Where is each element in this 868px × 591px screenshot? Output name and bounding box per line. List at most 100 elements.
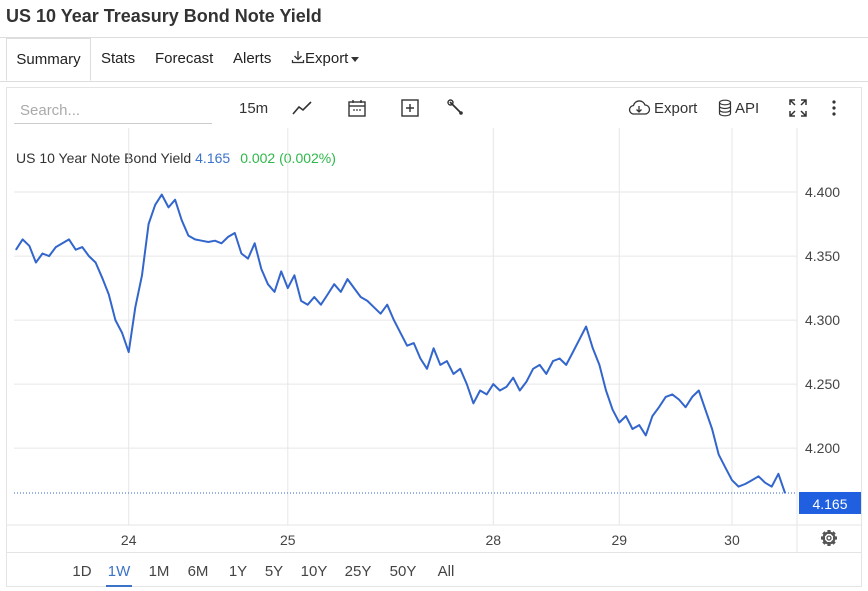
- range-1w[interactable]: 1W: [106, 559, 132, 587]
- data-point: [360, 296, 362, 298]
- data-point: [161, 193, 163, 196]
- data-point: [764, 482, 766, 484]
- data-point: [373, 306, 375, 308]
- data-point: [22, 238, 24, 241]
- data-point: [718, 453, 720, 456]
- data-point: [194, 238, 196, 241]
- data-point: [658, 406, 660, 408]
- data-point: [48, 255, 50, 257]
- data-point: [771, 485, 773, 488]
- page-title: US 10 Year Treasury Bond Note Yield: [6, 6, 322, 26]
- data-point: [744, 483, 746, 485]
- tab-summary-label: Summary: [16, 51, 81, 68]
- fullscreen-button[interactable]: [788, 96, 808, 120]
- data-point: [512, 377, 514, 379]
- data-point: [466, 383, 468, 385]
- data-point: [618, 421, 620, 424]
- data-point: [207, 241, 209, 243]
- data-point: [731, 479, 733, 481]
- tab-alerts[interactable]: Alerts: [233, 38, 271, 81]
- add-indicator-button[interactable]: [400, 96, 420, 120]
- legend-series-name: US 10 Year Note Bond Yield: [16, 150, 192, 166]
- range-10y[interactable]: 10Y: [300, 563, 328, 580]
- tab-forecast-label: Forecast: [155, 50, 214, 67]
- data-point: [254, 242, 256, 244]
- data-point: [525, 380, 528, 383]
- range-25y[interactable]: 25Y: [344, 563, 372, 580]
- tab-summary[interactable]: Summary: [6, 38, 91, 81]
- x-tick-label: 28: [486, 532, 502, 548]
- range-1y[interactable]: 1Y: [228, 563, 248, 580]
- search-input[interactable]: [14, 98, 212, 124]
- data-point: [784, 492, 786, 494]
- data-point: [638, 424, 640, 426]
- interval-selector[interactable]: 15m: [239, 96, 268, 120]
- x-tick-label: 24: [121, 532, 137, 548]
- settings-tools-button[interactable]: [446, 96, 466, 120]
- data-point: [665, 396, 667, 398]
- data-point: [141, 274, 143, 276]
- line-chart-icon: [292, 101, 312, 115]
- data-point: [777, 473, 779, 475]
- tab-stats[interactable]: Stats: [101, 38, 135, 81]
- y-tick-label: 4.350: [805, 248, 840, 264]
- data-point: [393, 319, 395, 321]
- data-point: [293, 274, 296, 276]
- data-point: [167, 206, 170, 208]
- data-point: [201, 240, 203, 242]
- x-tick-label: 30: [724, 532, 740, 548]
- data-point: [631, 428, 634, 430]
- data-point: [399, 332, 402, 334]
- data-point: [486, 393, 488, 395]
- api-label: API: [735, 99, 760, 117]
- data-point: [737, 485, 740, 488]
- data-point: [61, 242, 64, 244]
- tab-bar: Summary Stats Forecast Alerts Export: [0, 38, 868, 82]
- data-point: [585, 325, 587, 328]
- tab-export[interactable]: Export: [291, 38, 360, 81]
- range-1m[interactable]: 1M: [148, 563, 170, 580]
- tab-forecast[interactable]: Forecast: [155, 38, 213, 81]
- data-point: [174, 199, 176, 201]
- data-point: [459, 368, 461, 370]
- y-tick-label: 4.400: [805, 184, 840, 200]
- data-point: [598, 364, 600, 366]
- data-point: [227, 236, 229, 238]
- data-point: [333, 283, 335, 285]
- data-point: [287, 287, 289, 289]
- data-point: [612, 409, 614, 411]
- chart-type-button[interactable]: [291, 96, 313, 120]
- data-point: [565, 364, 567, 366]
- data-point: [757, 475, 760, 477]
- range-1d[interactable]: 1D: [72, 563, 92, 580]
- api-button[interactable]: API: [718, 96, 759, 120]
- data-point: [671, 393, 673, 395]
- range-all[interactable]: All: [437, 563, 455, 580]
- data-point: [187, 234, 189, 237]
- tab-export-label: Export: [305, 50, 349, 67]
- range-5y[interactable]: 5Y: [264, 563, 284, 580]
- interval-label: 15m: [239, 99, 269, 117]
- data-point: [505, 386, 508, 388]
- data-point: [559, 357, 561, 360]
- range-50y[interactable]: 50Y: [389, 563, 417, 580]
- tab-stats-label: Stats: [101, 50, 136, 67]
- data-point: [592, 347, 594, 349]
- download-icon: [291, 51, 305, 64]
- data-point: [94, 261, 97, 264]
- more-options-button[interactable]: [828, 96, 840, 120]
- add-indicator-icon: [401, 99, 419, 117]
- gear-icon[interactable]: [821, 530, 837, 546]
- date-range-button[interactable]: [347, 96, 367, 120]
- data-point: [691, 396, 693, 398]
- data-point: [532, 368, 534, 370]
- data-point: [214, 240, 216, 242]
- data-point: [439, 364, 441, 366]
- range-6m[interactable]: 6M: [187, 563, 209, 580]
- last-value-label: 4.165: [812, 496, 847, 512]
- range-selector-bar: [6, 552, 862, 587]
- export-button[interactable]: Export: [627, 96, 697, 120]
- data-point: [426, 368, 428, 370]
- data-point: [240, 252, 242, 255]
